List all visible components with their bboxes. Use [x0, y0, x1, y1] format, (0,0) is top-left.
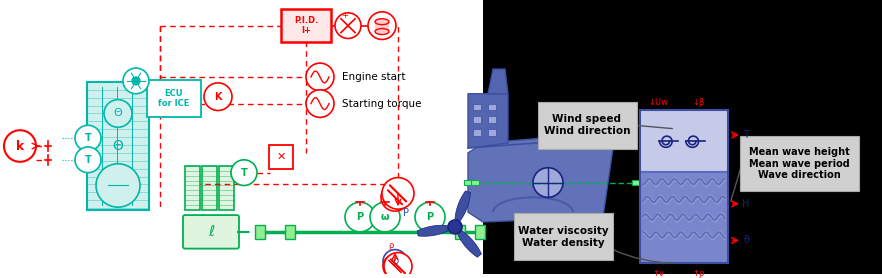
Text: ρ: ρ — [388, 241, 393, 250]
FancyBboxPatch shape — [538, 102, 637, 149]
Text: ECU
for ICE: ECU for ICE — [158, 89, 190, 108]
Text: k: k — [16, 140, 24, 153]
Text: ✕: ✕ — [276, 152, 286, 162]
Bar — [473, 116, 481, 123]
Polygon shape — [488, 69, 508, 94]
Bar — [475, 225, 485, 239]
Text: ↑ρ: ↑ρ — [691, 269, 704, 278]
Bar — [471, 180, 479, 185]
Text: P: P — [403, 208, 409, 218]
FancyBboxPatch shape — [183, 215, 239, 249]
Circle shape — [75, 147, 101, 173]
Text: T: T — [743, 130, 749, 140]
Text: Wind speed
Wind direction: Wind speed Wind direction — [543, 115, 631, 136]
Circle shape — [335, 13, 361, 38]
Ellipse shape — [375, 29, 389, 34]
Bar — [255, 225, 265, 239]
Text: ρ: ρ — [392, 256, 398, 266]
Text: T: T — [85, 155, 92, 165]
Text: H: H — [743, 199, 750, 209]
Circle shape — [96, 164, 140, 207]
FancyBboxPatch shape — [281, 9, 331, 43]
Text: T: T — [85, 133, 92, 143]
Text: P: P — [356, 212, 363, 222]
Ellipse shape — [375, 19, 389, 25]
Bar — [185, 166, 200, 210]
Bar — [640, 110, 728, 172]
Bar — [640, 172, 728, 264]
Circle shape — [381, 183, 409, 211]
Circle shape — [132, 77, 140, 85]
Text: Starting torque: Starting torque — [342, 99, 422, 109]
Polygon shape — [417, 225, 448, 236]
Polygon shape — [468, 133, 613, 222]
Text: θ: θ — [743, 235, 749, 245]
Bar — [640, 110, 728, 264]
Text: ω: ω — [381, 212, 389, 222]
Bar — [219, 166, 234, 210]
Circle shape — [231, 160, 257, 185]
Text: P.I.D.
I+: P.I.D. I+ — [294, 16, 318, 35]
Text: Θ: Θ — [113, 139, 123, 153]
Circle shape — [306, 90, 334, 117]
Circle shape — [4, 130, 36, 162]
Circle shape — [382, 178, 414, 209]
Bar — [488, 116, 496, 123]
Bar — [488, 104, 496, 110]
Circle shape — [383, 250, 407, 273]
Bar — [285, 225, 295, 239]
Text: ↓β: ↓β — [691, 98, 704, 107]
Polygon shape — [455, 191, 470, 221]
Bar — [87, 82, 149, 210]
Circle shape — [75, 125, 101, 151]
Polygon shape — [458, 231, 482, 257]
Text: T: T — [241, 168, 247, 178]
Bar — [202, 166, 217, 210]
Text: ↑ν: ↑ν — [652, 269, 664, 278]
Circle shape — [448, 220, 462, 234]
Circle shape — [345, 202, 375, 232]
Bar — [464, 180, 472, 185]
Circle shape — [104, 100, 132, 127]
Circle shape — [415, 202, 445, 232]
Circle shape — [533, 168, 563, 197]
Text: +: + — [341, 11, 348, 20]
Bar — [632, 180, 640, 185]
Text: Water viscosity
Water density: Water viscosity Water density — [518, 226, 609, 248]
Text: K: K — [214, 92, 221, 102]
FancyBboxPatch shape — [269, 145, 293, 169]
FancyBboxPatch shape — [740, 136, 859, 191]
Bar — [483, 0, 882, 274]
FancyBboxPatch shape — [147, 80, 201, 117]
Circle shape — [123, 68, 149, 94]
Polygon shape — [468, 94, 508, 148]
Bar — [488, 129, 496, 136]
Bar — [473, 129, 481, 136]
Bar — [473, 104, 481, 110]
Circle shape — [370, 202, 400, 232]
Text: P: P — [426, 212, 434, 222]
Text: ℓ: ℓ — [208, 224, 214, 239]
Text: Θ: Θ — [114, 108, 123, 118]
Text: Engine start: Engine start — [342, 72, 406, 82]
Text: ↓Uw: ↓Uw — [648, 98, 668, 107]
FancyBboxPatch shape — [514, 213, 613, 260]
Text: Mean wave height
Mean wave period
Wave direction: Mean wave height Mean wave period Wave d… — [749, 147, 849, 180]
Circle shape — [383, 255, 407, 278]
Bar — [375, 22, 389, 32]
Bar — [455, 225, 465, 239]
Circle shape — [204, 83, 232, 110]
Circle shape — [368, 12, 396, 39]
Circle shape — [306, 63, 334, 91]
Circle shape — [384, 253, 412, 278]
